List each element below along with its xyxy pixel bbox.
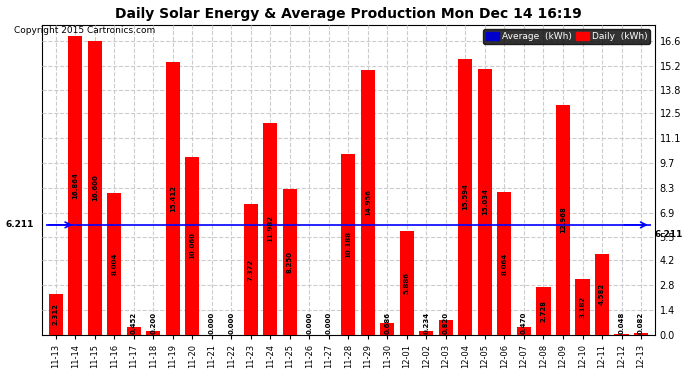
Bar [283, 189, 297, 335]
Text: 5.886: 5.886 [404, 272, 410, 294]
Bar [634, 333, 648, 335]
Text: 0.234: 0.234 [424, 312, 429, 334]
Text: 15.034: 15.034 [482, 188, 488, 215]
Text: 0.686: 0.686 [384, 312, 391, 334]
Bar [458, 58, 473, 335]
Bar [575, 279, 589, 335]
Text: 2.728: 2.728 [540, 300, 546, 322]
Bar [342, 154, 355, 335]
Text: 0.000: 0.000 [209, 312, 215, 334]
Text: 16.600: 16.600 [92, 174, 98, 201]
Text: Copyright 2015 Cartronics.com: Copyright 2015 Cartronics.com [14, 26, 155, 35]
Text: 12.968: 12.968 [560, 207, 566, 234]
Bar [478, 69, 492, 335]
Text: 10.060: 10.060 [189, 232, 195, 259]
Text: 15.412: 15.412 [170, 185, 176, 212]
Bar [380, 323, 395, 335]
Legend: Average  (kWh), Daily  (kWh): Average (kWh), Daily (kWh) [483, 29, 650, 44]
Bar [420, 331, 433, 335]
Bar [517, 327, 531, 335]
Text: 0.000: 0.000 [326, 312, 332, 334]
Text: 0.000: 0.000 [228, 312, 235, 334]
Bar [400, 231, 414, 335]
Text: 4.582: 4.582 [599, 283, 605, 305]
Text: 15.594: 15.594 [462, 183, 469, 210]
Bar [244, 204, 258, 335]
Bar [146, 332, 160, 335]
Text: 0.200: 0.200 [150, 312, 157, 334]
Text: 6.211: 6.211 [655, 230, 683, 239]
Bar [497, 192, 511, 335]
Text: 0.452: 0.452 [131, 312, 137, 334]
Text: 3.182: 3.182 [580, 296, 586, 318]
Bar [186, 157, 199, 335]
Text: 2.312: 2.312 [53, 303, 59, 326]
Bar [49, 294, 63, 335]
Title: Daily Solar Energy & Average Production Mon Dec 14 16:19: Daily Solar Energy & Average Production … [115, 7, 582, 21]
Text: 11.982: 11.982 [267, 215, 273, 242]
Text: 8.250: 8.250 [287, 251, 293, 273]
Bar [88, 41, 102, 335]
Text: 8.064: 8.064 [502, 252, 507, 274]
Text: 0.000: 0.000 [306, 312, 313, 334]
Bar [166, 62, 180, 335]
Text: 6.211: 6.211 [6, 220, 34, 230]
Bar [361, 70, 375, 335]
Text: 8.004: 8.004 [111, 253, 117, 275]
Text: 16.864: 16.864 [72, 172, 78, 199]
Text: 14.956: 14.956 [365, 189, 371, 216]
Bar [556, 105, 570, 335]
Bar [264, 123, 277, 335]
Bar [615, 334, 629, 335]
Bar [536, 286, 551, 335]
Bar [107, 193, 121, 335]
Text: 10.188: 10.188 [346, 231, 351, 258]
Text: 7.372: 7.372 [248, 258, 254, 280]
Text: 0.082: 0.082 [638, 312, 644, 334]
Bar [595, 254, 609, 335]
Text: 0.470: 0.470 [521, 312, 527, 334]
Text: 0.820: 0.820 [443, 312, 449, 334]
Bar [127, 327, 141, 335]
Text: 0.048: 0.048 [618, 312, 624, 334]
Bar [68, 36, 82, 335]
Bar [439, 320, 453, 335]
